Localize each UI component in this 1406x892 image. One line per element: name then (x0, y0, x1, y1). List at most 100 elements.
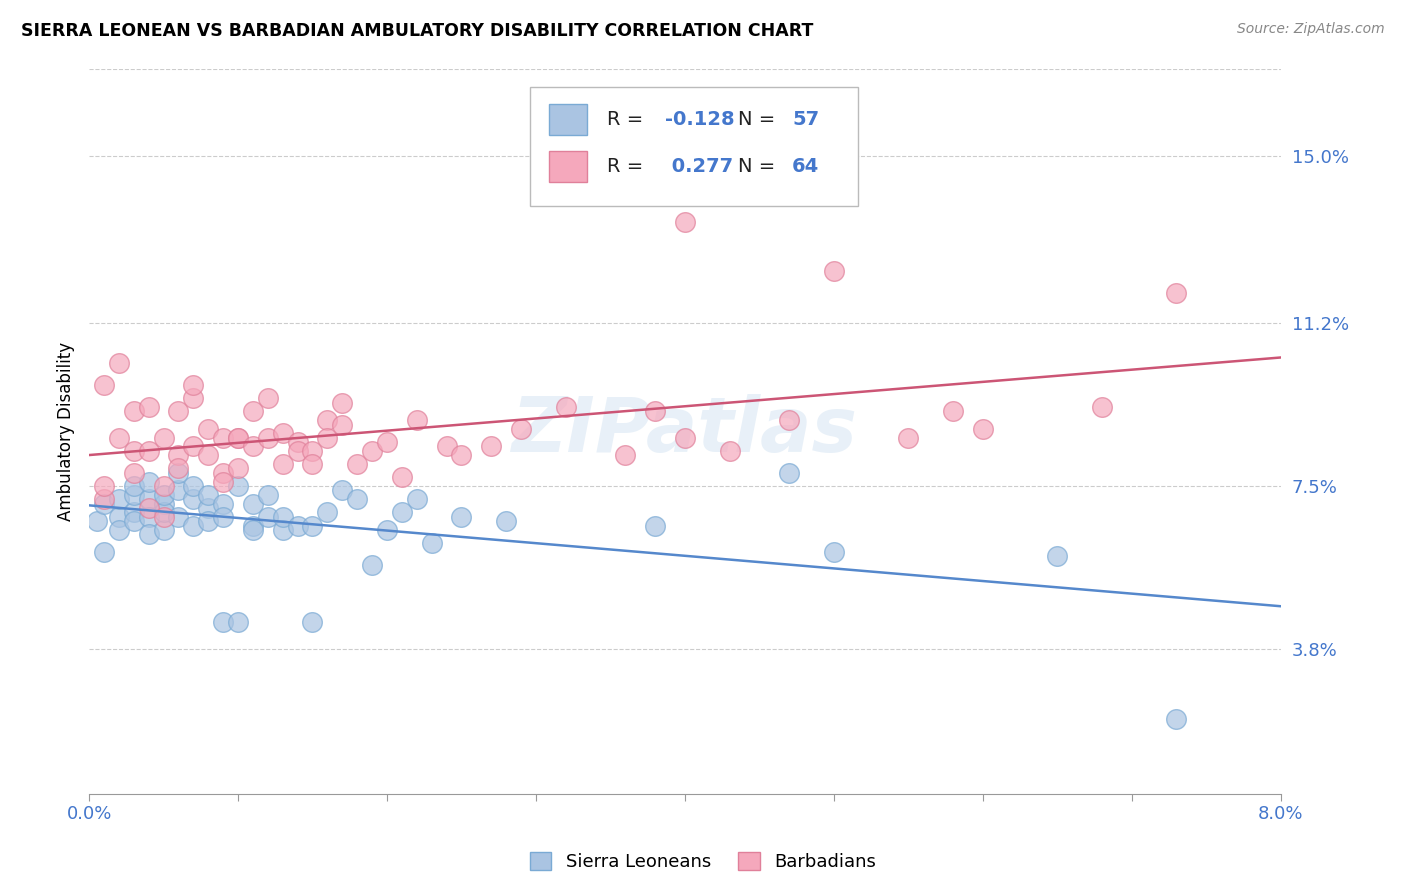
Point (212, 497, 235, 511)
Point (108, 431, 131, 445)
Point (271, 426, 294, 441)
Point (183, 440, 205, 454)
Point (823, 545, 845, 559)
FancyBboxPatch shape (548, 151, 588, 182)
Point (1091, 400, 1114, 414)
Point (183, 378, 205, 392)
Point (226, 615, 249, 630)
Point (301, 518, 323, 533)
Point (122, 514, 145, 528)
Point (375, 523, 398, 537)
Point (405, 492, 427, 507)
Point (718, 443, 741, 458)
Point (287, 443, 309, 458)
Point (93, 492, 115, 507)
Point (479, 440, 502, 454)
Point (301, 615, 323, 630)
Point (197, 422, 219, 436)
Point (183, 391, 205, 405)
Point (152, 505, 174, 519)
Point (138, 509, 160, 524)
Point (108, 509, 131, 524)
Point (554, 400, 576, 414)
Point (330, 483, 353, 498)
Point (108, 523, 131, 537)
Point (183, 479, 205, 493)
Point (138, 492, 160, 507)
Point (256, 488, 278, 502)
Point (197, 488, 219, 502)
Point (167, 466, 190, 480)
Text: SIERRA LEONEAN VS BARBADIAN AMBULATORY DISABILITY CORRELATION CHART: SIERRA LEONEAN VS BARBADIAN AMBULATORY D… (21, 22, 814, 40)
Point (167, 509, 190, 524)
Text: N =: N = (738, 157, 782, 176)
Point (1166, 712, 1188, 726)
Point (823, 263, 845, 277)
Point (183, 492, 205, 507)
Point (86, 514, 108, 528)
Point (122, 488, 145, 502)
Point (167, 448, 190, 462)
Point (1166, 285, 1188, 300)
Point (614, 448, 637, 462)
Point (942, 404, 965, 418)
Point (138, 475, 160, 489)
Point (152, 488, 174, 502)
Point (167, 461, 190, 475)
Point (226, 431, 249, 445)
Point (361, 443, 384, 458)
Point (346, 457, 368, 471)
Point (391, 505, 413, 519)
Point (212, 475, 235, 489)
Point (138, 527, 160, 541)
Point (405, 413, 427, 427)
Point (778, 466, 800, 480)
Point (510, 422, 533, 436)
Point (242, 404, 264, 418)
Point (375, 435, 398, 450)
Legend: Sierra Leoneans, Barbadians: Sierra Leoneans, Barbadians (523, 845, 883, 879)
Point (495, 514, 517, 528)
Point (271, 457, 294, 471)
Point (897, 431, 920, 445)
Text: 64: 64 (792, 157, 820, 176)
Point (301, 457, 323, 471)
Point (242, 497, 264, 511)
Point (450, 509, 472, 524)
Point (256, 431, 278, 445)
Point (436, 440, 458, 454)
Point (152, 497, 174, 511)
Point (361, 558, 384, 573)
Point (212, 431, 235, 445)
Text: Source: ZipAtlas.com: Source: ZipAtlas.com (1237, 22, 1385, 37)
Point (152, 431, 174, 445)
Point (122, 466, 145, 480)
Point (212, 466, 235, 480)
FancyBboxPatch shape (530, 87, 858, 206)
Point (167, 483, 190, 498)
Point (122, 404, 145, 418)
Point (197, 514, 219, 528)
Point (108, 492, 131, 507)
Text: R =: R = (607, 110, 650, 128)
Point (420, 536, 443, 550)
Point (330, 395, 353, 409)
Point (242, 523, 264, 537)
Point (644, 518, 666, 533)
Point (197, 501, 219, 516)
Text: ZIPatlas: ZIPatlas (512, 394, 858, 468)
Point (226, 479, 249, 493)
Point (93, 497, 115, 511)
Point (287, 435, 309, 450)
Point (242, 440, 264, 454)
Point (167, 404, 190, 418)
Text: R =: R = (607, 157, 650, 176)
Point (391, 470, 413, 484)
Point (122, 505, 145, 519)
Point (108, 356, 131, 370)
Point (122, 443, 145, 458)
Text: 57: 57 (792, 110, 820, 128)
Point (644, 404, 666, 418)
Text: N =: N = (738, 110, 782, 128)
Point (226, 461, 249, 475)
